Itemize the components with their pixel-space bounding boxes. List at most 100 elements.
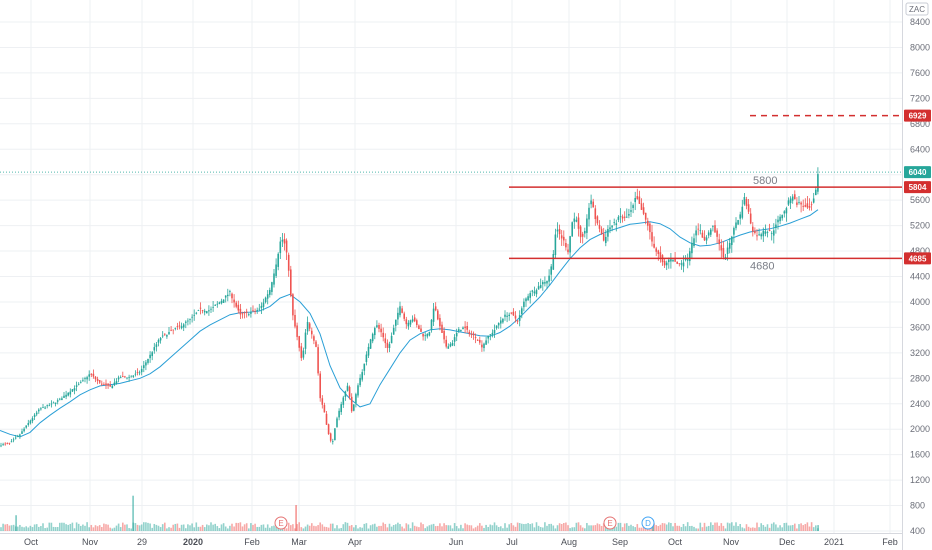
volume-bar: [111, 528, 114, 531]
time-tick-label: 2021: [824, 537, 844, 547]
candle-body: [657, 250, 660, 255]
candle-body: [229, 291, 231, 293]
volume-bar: [770, 523, 773, 531]
candle-body: [665, 262, 668, 266]
event-marker[interactable]: [603, 516, 617, 530]
event-marker[interactable]: [641, 516, 655, 530]
candle-body: [762, 230, 765, 237]
volume-bar: [783, 523, 786, 531]
candle-body: [212, 306, 214, 308]
volume-bar: [147, 522, 149, 531]
candle-body: [130, 376, 132, 378]
candle-body: [691, 242, 693, 254]
candle-body: [644, 212, 647, 220]
volume-bar: [23, 527, 25, 531]
candle-body: [651, 232, 653, 242]
volume-bar: [728, 523, 731, 531]
volume-bar: [474, 527, 477, 531]
candle-body: [552, 253, 555, 270]
volume-bar: [59, 522, 61, 531]
volume-bar: [281, 527, 284, 531]
volume-bar: [380, 525, 382, 531]
volume-spike: [15, 515, 17, 531]
volume-bar: [84, 525, 86, 531]
volume-bar: [563, 522, 565, 531]
volume-bar: [338, 528, 340, 531]
volume-bar: [428, 525, 431, 531]
candle-body: [140, 368, 143, 373]
price-candles: [0, 167, 819, 448]
candle-body: [619, 216, 622, 217]
candle-body: [497, 323, 500, 326]
volume-bar: [493, 522, 496, 531]
ma-line: [0, 209, 819, 438]
volume-bar: [145, 522, 147, 531]
volume-bar: [361, 527, 363, 531]
volume-bar: [214, 523, 216, 531]
time-tick-label: Apr: [348, 537, 362, 547]
candle-body: [521, 308, 523, 314]
candle-body: [296, 325, 298, 337]
volume-bar: [466, 524, 468, 531]
volume-bar: [256, 526, 258, 531]
volume-bar: [80, 525, 82, 531]
volume-bar: [109, 527, 111, 531]
candle-body: [737, 220, 739, 225]
candle-body: [17, 435, 19, 437]
candle-body: [783, 211, 786, 214]
candle-body: [516, 320, 519, 322]
candle-body: [56, 400, 59, 402]
candle-body: [743, 197, 746, 205]
volume-bar: [231, 523, 233, 531]
volume-bar: [126, 524, 128, 531]
volume-bar: [75, 522, 78, 531]
candle-body: [399, 306, 401, 316]
volume-bar: [243, 524, 246, 531]
volume-bar: [157, 525, 160, 531]
volume-bar: [180, 524, 183, 531]
candle-body: [82, 379, 84, 381]
volume-bar: [237, 522, 240, 531]
price-axis[interactable]: 400 800 1200 1600 2000 2400 2800 3200 3600 4000 44…: [902, 0, 931, 550]
candle-body: [674, 258, 676, 262]
candle-body: [369, 339, 372, 349]
volume-bar: [623, 523, 626, 531]
candle-body: [714, 225, 716, 233]
candle-body: [157, 339, 160, 343]
candle-body: [260, 305, 263, 309]
volume-bar: [346, 522, 349, 531]
price-tick-label: 2800: [910, 373, 930, 383]
currency-tag[interactable]: [905, 2, 929, 16]
candle-body: [304, 332, 307, 349]
candle-body: [201, 310, 204, 311]
volume-bar: [187, 524, 189, 531]
price-tick-label: 4400: [910, 272, 930, 282]
volume-bar: [399, 524, 401, 531]
volume-bar: [642, 524, 645, 531]
candle-body: [376, 325, 378, 328]
candle-body: [808, 206, 811, 208]
candle-body: [449, 344, 452, 347]
volume-bar: [2, 523, 4, 531]
candle-body: [235, 302, 237, 307]
volume-bar: [151, 527, 153, 531]
volume-bar: [416, 526, 418, 531]
price-tick-label: 8000: [910, 42, 930, 52]
candle-body: [592, 201, 594, 208]
volume-bar: [140, 524, 143, 531]
time-axis[interactable]: Oct Nov 29 2020 Feb Mar Apr Jun Jul Aug Sep Oct Nov D…: [0, 533, 902, 548]
candle-body: [441, 324, 443, 333]
volume-bar: [262, 524, 265, 531]
candle-body: [94, 376, 97, 380]
level-lines[interactable]: 5800 4680: [0, 114, 902, 273]
candle-body: [241, 313, 244, 315]
candle-body: [63, 395, 65, 398]
candle-body: [432, 308, 435, 322]
candle-body: [48, 405, 51, 407]
candle-body: [584, 230, 586, 234]
volume-bar: [422, 524, 424, 531]
event-marker[interactable]: [274, 516, 288, 530]
